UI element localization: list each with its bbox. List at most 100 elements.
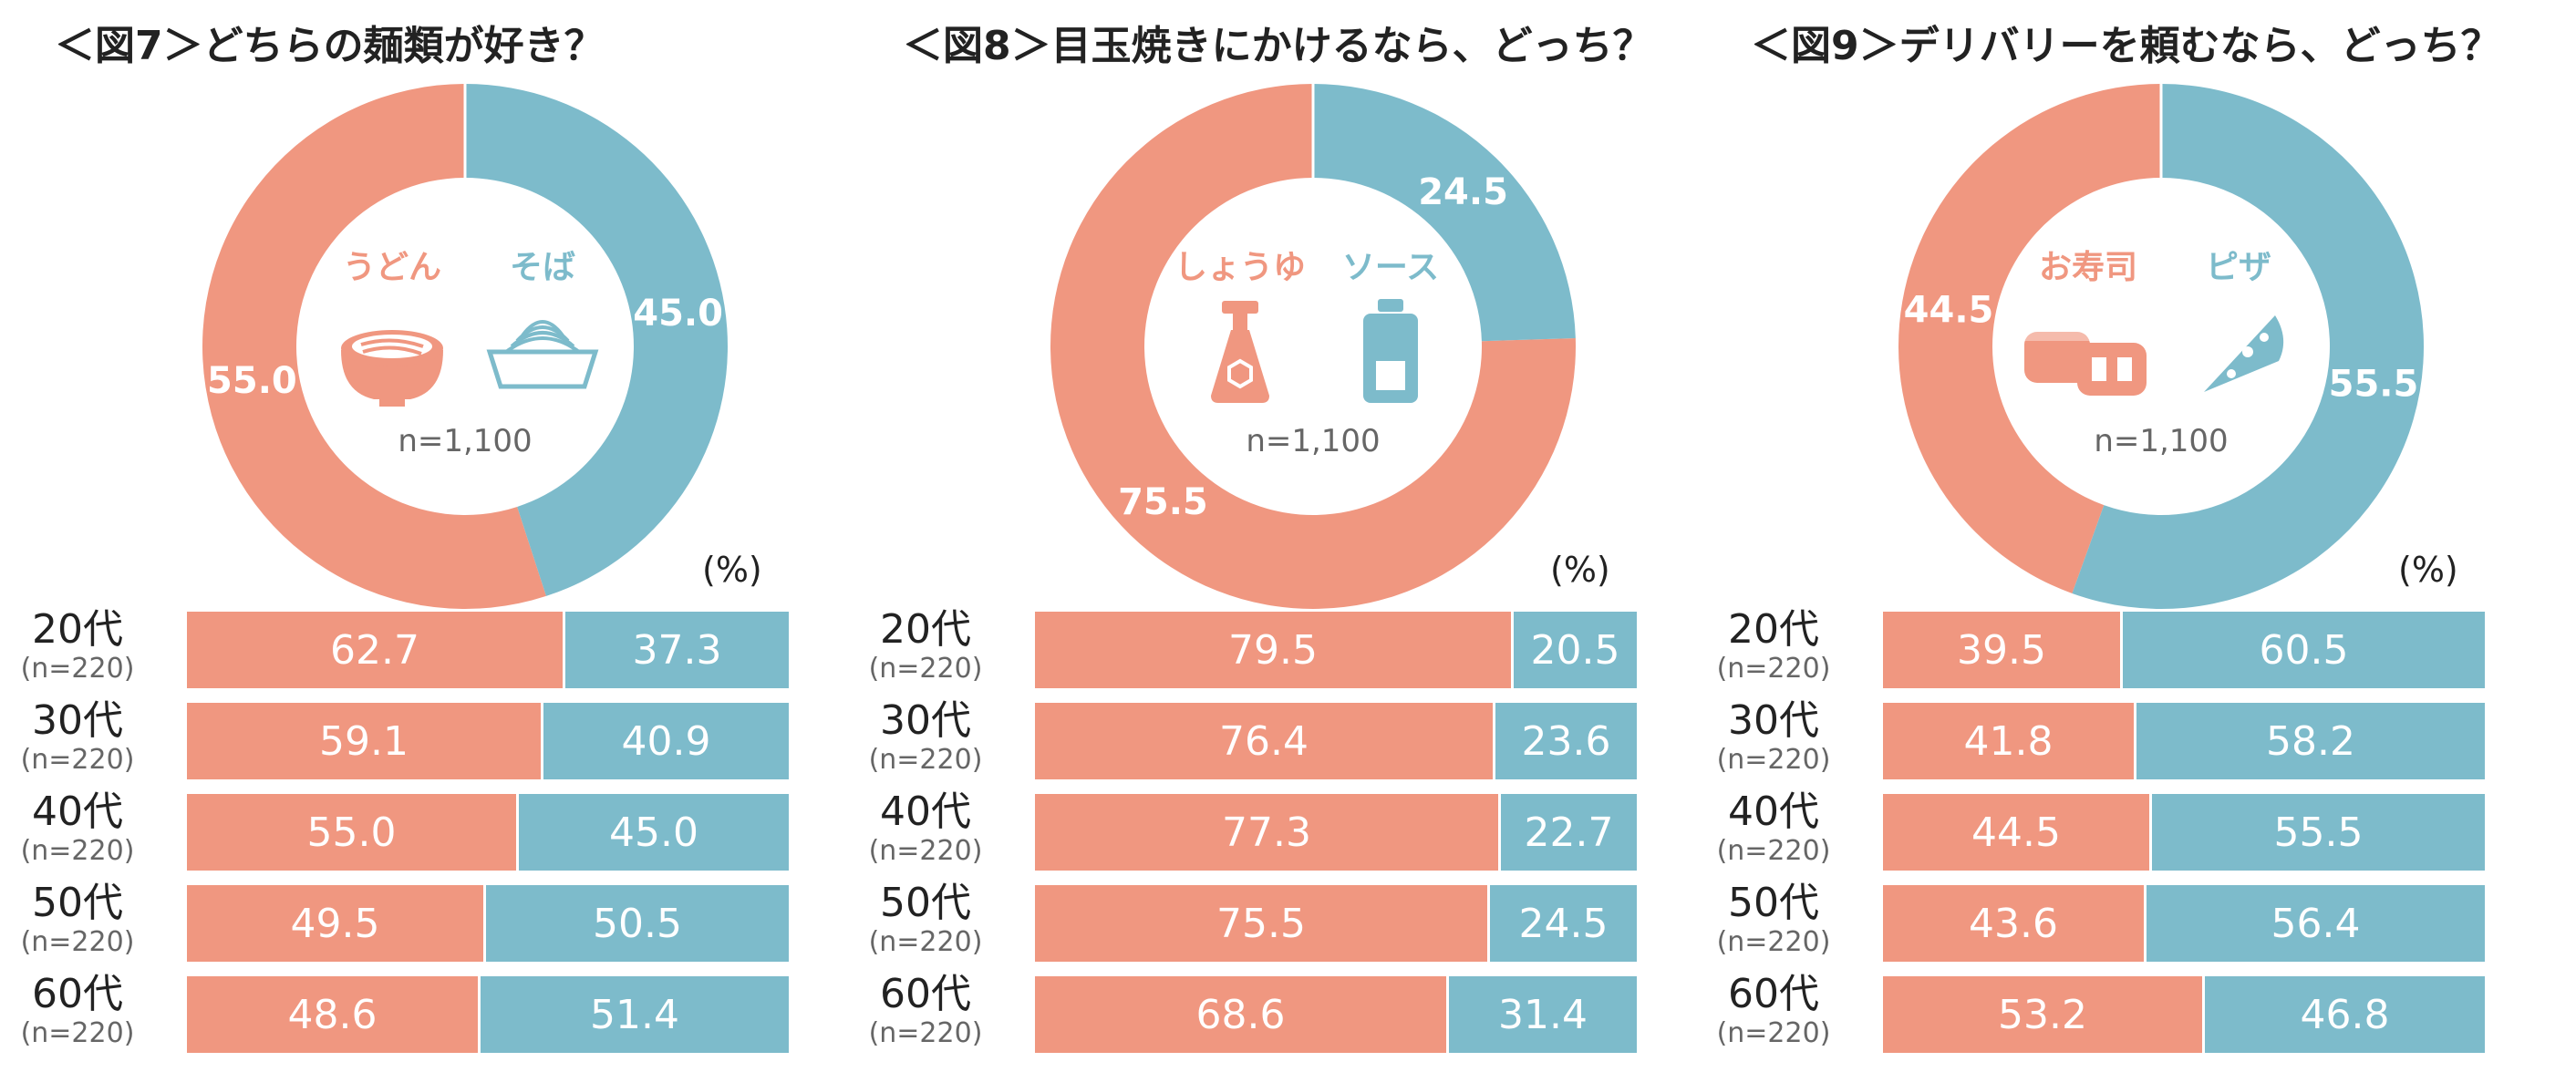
age-sample-size: (n=220) (1716, 926, 1831, 958)
stacked-bar: 44.5 55.5 (1883, 794, 2485, 871)
age-sample-size: (n=220) (20, 744, 135, 776)
bar-divider (1446, 976, 1449, 1053)
age-label: 60代 (n=220) (0, 971, 155, 1049)
donut-slice (465, 84, 729, 596)
bar-segment-option-a: 76.4 (1035, 703, 1493, 779)
age-row: 30代 (n=220) 76.4 23.6 (848, 697, 1669, 779)
bar-segment-option-b: 46.8 (2205, 976, 2485, 1053)
bar-segment-option-b: 45.0 (519, 794, 789, 871)
bar-segment-option-b: 56.4 (2147, 885, 2485, 962)
donut-value-label: 24.5 (1418, 171, 1508, 213)
age-label: 20代 (n=220) (848, 606, 1003, 685)
age-group: 50代 (32, 880, 123, 926)
sample-size-label: n=1,100 (398, 423, 532, 459)
bar-segment-option-a: 39.5 (1883, 612, 2120, 688)
age-group: 50代 (1728, 880, 1819, 926)
bar-segment-option-a: 75.5 (1035, 885, 1487, 962)
stacked-bar: 53.2 46.8 (1883, 976, 2485, 1053)
age-row: 60代 (n=220) 53.2 46.8 (1696, 971, 2517, 1053)
bar-divider (2149, 794, 2152, 871)
age-group: 30代 (1728, 697, 1819, 744)
unit-label: (%) (702, 550, 762, 590)
bar-segment-option-b: 23.6 (1495, 703, 1637, 779)
age-sample-size: (n=220) (1716, 744, 1831, 776)
bar-divider (1498, 794, 1501, 871)
bar-segment-option-b: 55.5 (2152, 794, 2485, 871)
bar-divider (2134, 703, 2136, 779)
bar-segment-option-a: 62.7 (187, 612, 563, 688)
option-label: うどん (343, 249, 441, 286)
bar-segment-option-b: 50.5 (486, 885, 789, 962)
age-sample-size: (n=220) (868, 653, 983, 685)
age-label: 50代 (n=220) (0, 880, 155, 958)
age-row: 60代 (n=220) 68.6 31.4 (848, 971, 1669, 1053)
donut-slice (202, 84, 546, 609)
age-sample-size: (n=220) (1716, 653, 1831, 685)
sample-size-label: n=1,100 (2094, 423, 2228, 459)
age-group: 50代 (880, 880, 971, 926)
age-label: 20代 (n=220) (1696, 606, 1851, 685)
age-label: 50代 (n=220) (1696, 880, 1851, 958)
bar-divider (563, 612, 565, 688)
bar-divider (541, 703, 543, 779)
bar-segment-option-b: 37.3 (565, 612, 789, 688)
age-sample-size: (n=220) (868, 835, 983, 867)
stacked-bar: 55.0 45.0 (187, 794, 789, 871)
donut-slice (1898, 84, 2161, 593)
age-sample-size: (n=220) (20, 835, 135, 867)
sushi-icon (2024, 332, 2147, 396)
age-row: 50代 (n=220) 49.5 50.5 (0, 880, 821, 962)
age-label: 40代 (n=220) (0, 789, 155, 867)
bar-segment-option-a: 48.6 (187, 976, 478, 1053)
donut-value-label: 55.5 (2329, 364, 2419, 406)
age-group: 60代 (1728, 971, 1819, 1017)
stacked-bar: 79.5 20.5 (1035, 612, 1637, 688)
donut-value-label: 44.5 (1904, 289, 1994, 331)
stacked-bar: 76.4 23.6 (1035, 703, 1637, 779)
age-group: 20代 (880, 606, 971, 653)
age-row: 60代 (n=220) 48.6 51.4 (0, 971, 821, 1053)
stacked-bar: 39.5 60.5 (1883, 612, 2485, 688)
stacked-bar: 43.6 56.4 (1883, 885, 2485, 962)
age-sample-size: (n=220) (20, 1017, 135, 1049)
stacked-bar: 75.5 24.5 (1035, 885, 1637, 962)
option-label: ソース (1342, 249, 1439, 286)
age-row: 40代 (n=220) 44.5 55.5 (1696, 789, 2517, 871)
bar-divider (2120, 612, 2123, 688)
sample-size-label: n=1,100 (1246, 423, 1380, 459)
stacked-bar: 77.3 22.7 (1035, 794, 1637, 871)
bar-segment-option-a: 59.1 (187, 703, 541, 779)
donut-slice (1313, 84, 1576, 342)
soba-zaru-icon (486, 320, 599, 389)
bar-segment-option-b: 20.5 (1514, 612, 1637, 688)
age-label: 30代 (n=220) (0, 697, 155, 776)
unit-label: (%) (1550, 550, 1610, 590)
bar-segment-option-a: 44.5 (1883, 794, 2149, 871)
age-group: 40代 (880, 789, 971, 835)
age-group: 30代 (32, 697, 123, 744)
age-sample-size: (n=220) (20, 653, 135, 685)
age-row: 30代 (n=220) 41.8 58.2 (1696, 697, 2517, 779)
bar-segment-option-b: 40.9 (543, 703, 789, 779)
age-sample-size: (n=220) (1716, 835, 1831, 867)
donut-chart: 55.0 45.0 うどん そば n=1,100 (202, 84, 729, 609)
age-label: 60代 (n=220) (1696, 971, 1851, 1049)
age-sample-size: (n=220) (1716, 1017, 1831, 1049)
pizza-slice-icon (2204, 315, 2284, 392)
bar-segment-option-a: 41.8 (1883, 703, 2134, 779)
age-sample-size: (n=220) (868, 744, 983, 776)
age-group: 30代 (880, 697, 971, 744)
option-label: お寿司 (2039, 249, 2137, 286)
donut-chart: 44.5 55.5 お寿司 ピザ n=1,100 (1898, 84, 2424, 609)
bar-segment-option-b: 22.7 (1501, 794, 1637, 871)
bar-segment-option-a: 68.6 (1035, 976, 1446, 1053)
figure-title: ＜図9＞デリバリーを頼むなら、どっち？ (1751, 23, 2501, 69)
udon-bowl-icon (341, 330, 443, 407)
age-row: 50代 (n=220) 75.5 24.5 (848, 880, 1669, 962)
bar-divider (478, 976, 481, 1053)
option-label: しょうゆ (1174, 249, 1306, 286)
donut-value-label: 75.5 (1118, 481, 1208, 523)
donut-value-label: 55.0 (207, 360, 297, 402)
figure-title: ＜図8＞目玉焼きにかけるなら、どっち？ (903, 23, 1653, 69)
